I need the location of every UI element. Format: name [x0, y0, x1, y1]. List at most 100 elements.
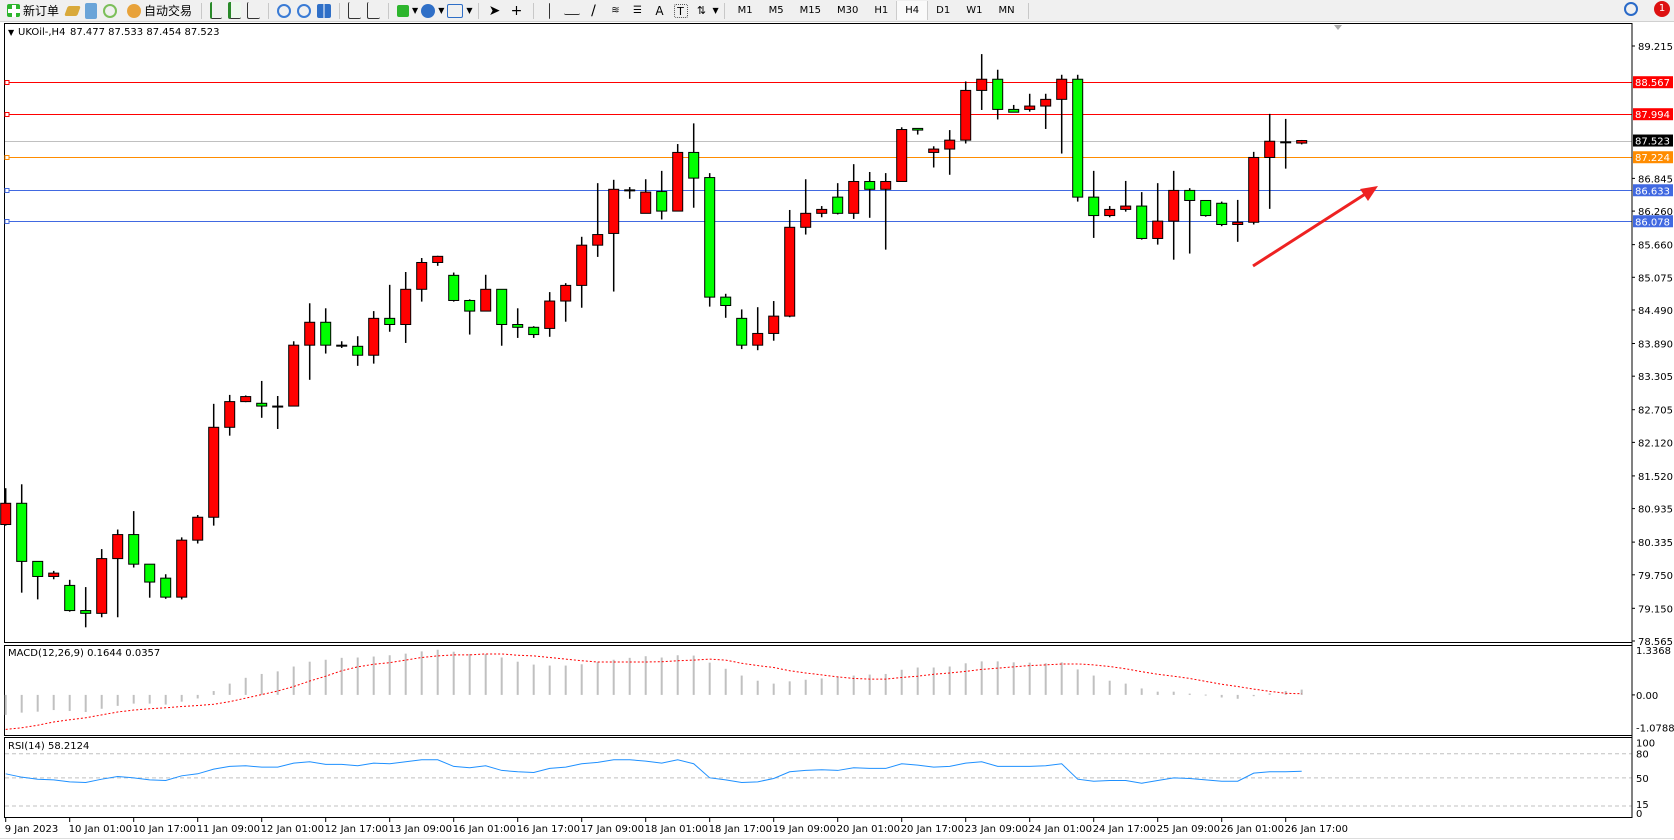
macd-histogram-bar	[404, 653, 407, 695]
macd-histogram-bar	[740, 675, 743, 695]
timeframe-m15[interactable]: M15	[799, 5, 822, 16]
new-order-button[interactable]: 新订单	[0, 0, 63, 21]
rsi-axis-label: 100	[1636, 739, 1655, 750]
line-chart-icon[interactable]	[247, 2, 261, 19]
arrows-icon[interactable]: ⇅	[696, 3, 707, 17]
candle	[304, 303, 316, 380]
vertical-line-icon[interactable]	[548, 2, 551, 19]
timeframe-mn[interactable]: MN	[998, 5, 1015, 16]
macd-histogram-bar	[356, 657, 359, 695]
price-tick-label: 78.565	[1638, 637, 1673, 648]
text-label-icon[interactable]: T	[673, 3, 688, 18]
fibonacci-icon[interactable]: ≋	[611, 4, 620, 16]
candle-body	[32, 560, 44, 577]
timeframe-m1[interactable]: M1	[737, 5, 753, 16]
candle-body	[608, 188, 620, 234]
candle	[1296, 139, 1308, 145]
candlestick-icon[interactable]	[228, 2, 242, 19]
search-icon[interactable]	[1624, 2, 1638, 16]
price-tick-label: 82.120	[1638, 438, 1673, 449]
candle-body	[160, 577, 172, 598]
candle	[1184, 188, 1196, 254]
zoom-in-icon[interactable]	[277, 3, 292, 18]
collapse-triangle-icon[interactable]: ▼	[8, 28, 15, 37]
candle	[128, 511, 140, 568]
timeframe-m30[interactable]: M30	[837, 5, 859, 16]
history-center-icon[interactable]	[85, 2, 98, 19]
macd-histogram-bar	[724, 668, 727, 695]
indicators-icon[interactable]	[397, 4, 410, 17]
zoom-out-icon[interactable]	[297, 3, 312, 18]
candle-body	[560, 284, 572, 302]
trendline-icon[interactable]: /	[591, 2, 596, 19]
candle-body	[80, 610, 92, 614]
timeframe-m5[interactable]: M5	[768, 5, 784, 16]
candle-body	[464, 299, 476, 312]
candle	[272, 396, 284, 429]
candle	[912, 127, 924, 135]
signal-icon[interactable]	[103, 3, 118, 18]
chevron-down-icon[interactable]: ▼	[412, 6, 419, 15]
chart-shift-icon[interactable]	[348, 2, 362, 19]
candle	[400, 271, 412, 343]
candle	[32, 560, 44, 600]
tile-windows-icon[interactable]	[317, 3, 332, 18]
candle-body	[912, 127, 924, 131]
candle	[800, 179, 812, 235]
timeframe-d1[interactable]: D1	[936, 5, 951, 16]
candle-body	[1024, 105, 1036, 110]
macd-histogram-bar	[148, 694, 151, 704]
chevron-down-icon[interactable]: ▼	[466, 6, 473, 15]
candle-body	[400, 288, 412, 326]
candle-body	[640, 191, 652, 214]
horizontal-line-icon[interactable]	[563, 6, 580, 15]
candle-body	[800, 212, 812, 228]
candle	[1200, 199, 1212, 217]
timeframe-w1[interactable]: W1	[966, 5, 983, 16]
templates-icon[interactable]	[447, 3, 464, 18]
timeframe-h4[interactable]: H4	[896, 1, 929, 20]
fibonacci-fan-icon[interactable]: ☰	[633, 4, 642, 16]
price-tick-label: 86.845	[1638, 174, 1673, 185]
macd-histogram-bar	[4, 694, 7, 715]
candle-body	[208, 426, 220, 518]
candle	[384, 284, 396, 332]
chevron-down-icon[interactable]: ▼	[438, 6, 445, 15]
macd-histogram-bar	[900, 669, 903, 695]
candle-body	[1072, 78, 1084, 198]
notification-badge[interactable]: 1	[1654, 1, 1670, 17]
gold-icon[interactable]	[64, 5, 81, 16]
candle	[576, 236, 588, 308]
macd-histogram-bar	[1300, 689, 1303, 695]
bar-chart-icon[interactable]	[210, 2, 223, 19]
candle-body	[816, 208, 828, 214]
separator	[201, 2, 203, 19]
candle-body	[336, 344, 348, 347]
new-order-label: 新订单	[23, 4, 60, 18]
candle	[928, 146, 940, 168]
candle-body	[544, 300, 556, 329]
candle	[720, 293, 732, 318]
time-label: 25 Jan 09:00	[1157, 824, 1220, 835]
hline-anchor	[4, 155, 10, 160]
text-icon[interactable]: A	[655, 3, 664, 18]
candle-body	[304, 321, 316, 346]
candle	[816, 206, 828, 218]
macd-axis-label: -1.0788	[1636, 724, 1674, 735]
price-line-label: 86.078	[1635, 217, 1670, 228]
candle	[1008, 104, 1020, 113]
cursor-icon[interactable]: ➤	[488, 2, 501, 19]
crosshair-icon[interactable]: +	[510, 2, 523, 19]
periods-icon[interactable]	[421, 3, 436, 18]
candle-body	[480, 288, 492, 312]
candle	[1056, 74, 1068, 154]
macd-axis-label: 0.00	[1636, 691, 1658, 702]
timeframe-h1[interactable]: H1	[874, 5, 889, 16]
candle-body	[976, 78, 988, 91]
auto-trading-button[interactable]: 自动交易	[120, 0, 196, 21]
candle-body	[96, 558, 108, 614]
chevron-down-icon[interactable]: ▼	[712, 6, 719, 15]
candle-body	[64, 584, 76, 612]
autoscroll-icon[interactable]	[367, 2, 381, 19]
